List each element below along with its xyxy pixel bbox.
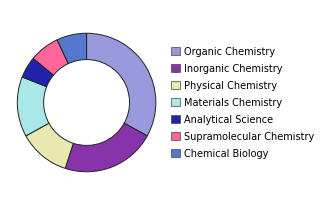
Wedge shape (57, 34, 87, 64)
Wedge shape (33, 41, 68, 76)
Wedge shape (87, 34, 156, 136)
Wedge shape (26, 124, 73, 169)
Wedge shape (65, 124, 147, 172)
Legend: Organic Chemistry, Inorganic Chemistry, Physical Chemistry, Materials Chemistry,: Organic Chemistry, Inorganic Chemistry, … (171, 47, 314, 159)
Wedge shape (22, 59, 54, 87)
Wedge shape (17, 78, 49, 136)
